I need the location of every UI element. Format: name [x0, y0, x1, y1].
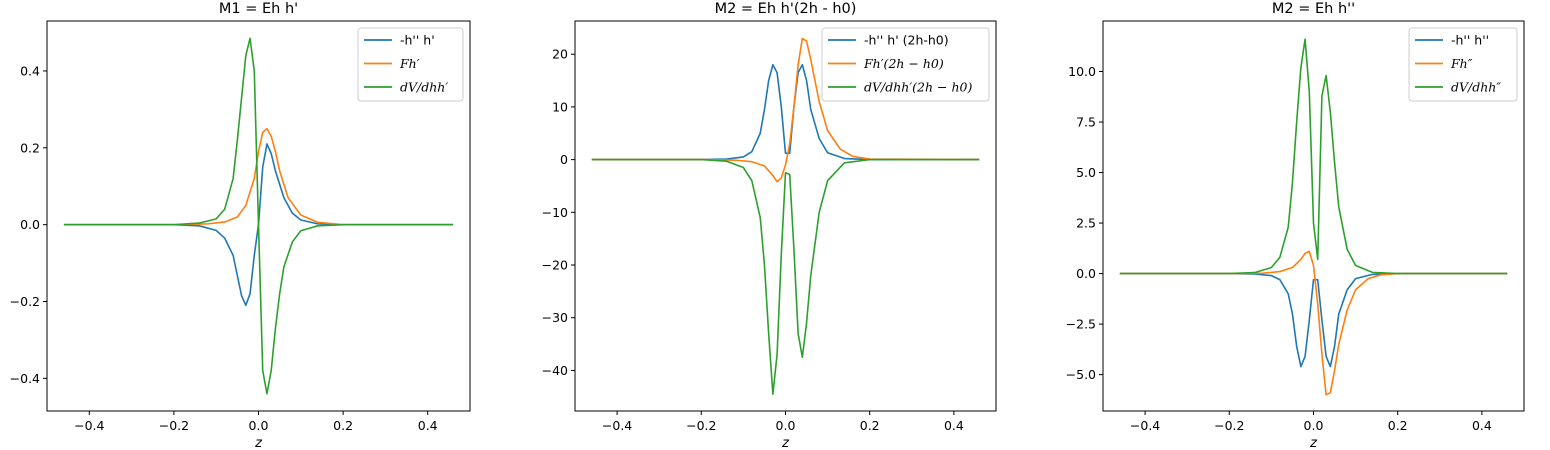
legend-label-2: dV/dhh′: [400, 80, 448, 95]
x-tick-label: 0.0: [1304, 418, 1324, 433]
legend: -h'' h' Fh′ dV/dhh′: [357, 27, 464, 102]
x-tick-label: −0.2: [1214, 418, 1244, 433]
subplot-m1: M1 = Eh h' −0.4 −0.2 0.0 0.2 0.4 −0.4 −0.2 0.0 0.…: [10, 1, 471, 450]
chart-title: M2 = Eh h'(2h - h0): [715, 1, 857, 17]
y-tick-label: −10: [542, 205, 568, 220]
y-tick-label: 0.4: [20, 63, 40, 78]
y-tick-label: 0.2: [20, 140, 40, 155]
legend-box: [357, 27, 464, 102]
y-tick-label: 10.0: [1068, 64, 1096, 79]
y-tick-label: −0.2: [10, 294, 40, 309]
subplot-m2-first: M2 = Eh h'(2h - h0) −0.4 −0.2 0.0 0.2 0.4 −40 −…: [542, 1, 997, 450]
legend-box: [1408, 27, 1518, 102]
y-tick-label: 0.0: [20, 217, 40, 232]
x-tick-label: 0.4: [944, 418, 964, 433]
x-axis-label: z: [1309, 436, 1318, 450]
legend-label-0: -h'' h': [400, 33, 435, 48]
x-axis-label: z: [781, 436, 790, 450]
y-tick-label: 20: [552, 47, 568, 62]
y-tick-label: −30: [542, 310, 568, 325]
series-line-2: [591, 158, 980, 395]
x-tick-label: 0.0: [249, 418, 269, 433]
y-tick-label: 5.0: [1076, 165, 1096, 180]
legend-label-0: -h'' h'': [1451, 33, 1489, 48]
x-tick-label: −0.2: [159, 418, 189, 433]
y-tick-label: −40: [542, 363, 568, 378]
legend-label-1: Fh′: [399, 56, 420, 71]
legend-box: [821, 27, 990, 102]
y-tick-label: 0: [560, 152, 568, 167]
legend-label-1: Fh″: [1450, 56, 1473, 71]
x-tick-label: −0.4: [74, 418, 104, 433]
y-tick-label: 2.5: [1076, 216, 1096, 231]
x-tick-label: −0.4: [602, 418, 632, 433]
x-tick-label: −0.2: [686, 418, 716, 433]
x-tick-label: 0.2: [1388, 418, 1408, 433]
legend: -h'' h'' Fh″ dV/dhh″: [1408, 27, 1518, 102]
series-line-1: [591, 37, 980, 183]
y-tick-label: −0.4: [10, 371, 40, 386]
legend-label-2: dV/dhh′(2h − h0): [864, 80, 972, 95]
legend-label-2: dV/dhh″: [1451, 80, 1501, 95]
series-line-1: [1119, 250, 1508, 396]
y-tick-label: −5.0: [1066, 367, 1096, 382]
series-line-1: [63, 127, 454, 226]
x-tick-label: 0.2: [860, 418, 880, 433]
x-tick-label: 0.2: [333, 418, 353, 433]
series-line-2: [1119, 38, 1508, 275]
y-tick-label: 10: [552, 99, 568, 114]
legend-label-1: Fh′(2h − h0): [863, 56, 944, 71]
series-line-2: [63, 37, 454, 395]
legend-label-0: -h'' h' (2h-h0): [864, 33, 949, 48]
subplot-m2-second: M2 = Eh h'' −0.4 −0.2 0.0 0.2 0.4 −5.0 −2.5 0.0 2…: [1066, 1, 1525, 450]
y-tick-label: −2.5: [1066, 317, 1096, 332]
legend: -h'' h' (2h-h0) Fh′(2h − h0) dV/dhh′(2h − …: [821, 27, 990, 102]
y-tick-label: −20: [542, 258, 568, 273]
x-axis-label: z: [254, 436, 263, 450]
x-tick-label: 0.4: [418, 418, 438, 433]
series-line-0: [1119, 272, 1508, 368]
x-tick-label: 0.4: [1472, 418, 1492, 433]
x-tick-label: 0.0: [776, 418, 796, 433]
series-line-0: [591, 63, 980, 161]
y-tick-label: 7.5: [1076, 115, 1096, 130]
y-tick-label: 0.0: [1076, 266, 1096, 281]
chart-title: M1 = Eh h': [219, 1, 298, 17]
x-tick-label: −0.4: [1130, 418, 1160, 433]
chart-title: M2 = Eh h'': [1272, 1, 1355, 17]
